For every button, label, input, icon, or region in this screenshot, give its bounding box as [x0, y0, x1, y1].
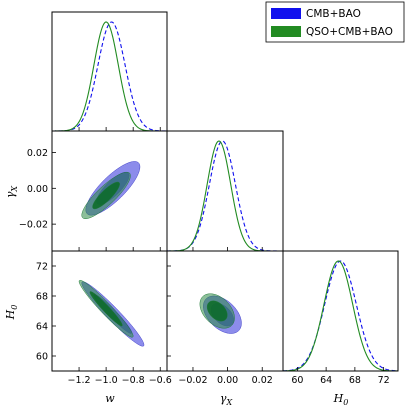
marginal-curve-w-qso-cmb-bao [52, 21, 167, 131]
x-tick-label-w: −1.2 [68, 375, 91, 386]
marginal-w-frame [51, 11, 168, 132]
marginal-gx-frame [166, 130, 284, 252]
contour-gx-h0-contours [199, 293, 242, 334]
y-tick-label-gx: 0.00 [27, 184, 48, 195]
marginal-curve-w-cmb-bao [52, 21, 167, 131]
x-tick-label-w: −0.8 [122, 375, 145, 386]
x-axis-label-w: w [105, 392, 115, 405]
marginal-gx-curves [167, 140, 283, 251]
legend: CMB+BAO QSO+CMB+BAO [265, 1, 405, 43]
y-axis-label-h0: H0 [4, 305, 19, 321]
y-tick-label-gx: 0.02 [27, 148, 48, 159]
x-tick-label-h0: 68 [349, 375, 361, 386]
legend-swatch-cmb-bao [271, 8, 301, 19]
y-tick-label-h0: 72 [36, 262, 48, 273]
x-tick-label-h0: 64 [320, 375, 332, 386]
y-axis-label-gamma-x: γX [4, 186, 19, 199]
legend-swatch-qso-cmb-bao [271, 26, 301, 37]
marginal-w-curves [52, 21, 167, 131]
x-tick-label-w: −0.6 [149, 375, 172, 386]
marginal-curve-gx-qso-cmb-bao [167, 140, 283, 251]
x-tick-label-w: −1.0 [95, 375, 118, 386]
marginal-h0-curves [283, 260, 398, 371]
x-tick-label-gx: −0.02 [178, 375, 207, 386]
x-axis-label-gamma-x: γX [220, 392, 233, 407]
marginal-curve-h0-qso-cmb-bao [283, 260, 398, 371]
x-tick-label-h0: 60 [291, 375, 303, 386]
y-tick-label-gx: −0.02 [19, 220, 48, 231]
contour-gx-h0-frame [166, 250, 284, 372]
contour-68-qso-cmb-bao [206, 300, 228, 322]
contour-68-qso-cmb-bao [92, 181, 120, 210]
legend-label-cmb-bao: CMB+BAO [306, 8, 361, 20]
contour-w-h0-contours [78, 279, 145, 347]
marginal-curve-h0-cmb-bao [283, 260, 398, 371]
y-tick-label-h0: 68 [36, 292, 48, 303]
legend-label-qso-cmb-bao: QSO+CMB+BAO [306, 26, 393, 38]
marginal-curve-gx-cmb-bao [167, 140, 283, 251]
contour-68-qso-cmb-bao [89, 291, 123, 327]
y-tick-label-h0: 60 [36, 352, 48, 363]
marginal-h0-frame [282, 250, 399, 372]
contour-w-gx-contours [81, 161, 141, 220]
x-tick-label-gx: 0.00 [217, 375, 238, 386]
x-axis-label-h0: H0 [333, 392, 349, 407]
y-tick-label-h0: 64 [36, 322, 48, 333]
x-tick-label-gx: 0.02 [252, 375, 273, 386]
x-tick-label-h0: 72 [378, 375, 390, 386]
